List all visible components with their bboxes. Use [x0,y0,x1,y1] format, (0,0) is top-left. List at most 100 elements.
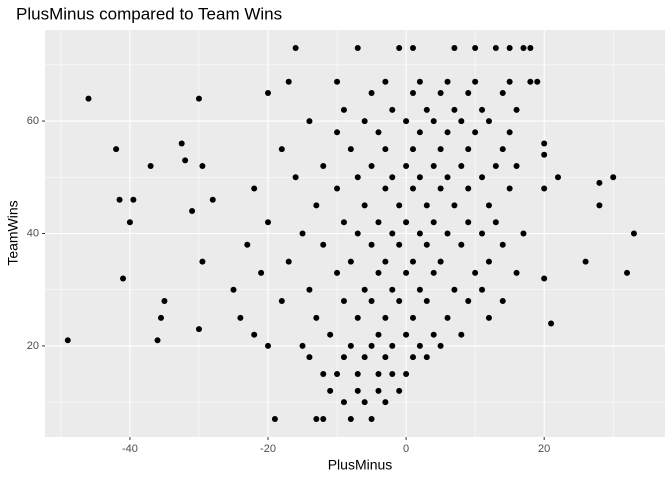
point [396,241,403,248]
point [251,185,258,192]
point [513,106,520,113]
point [347,416,354,423]
point [520,44,527,51]
y-tick-label: 20 [27,340,39,352]
point [499,89,506,96]
point [465,297,472,304]
point [199,258,206,265]
point [389,106,396,113]
point [437,258,444,265]
point [375,219,382,226]
point [451,44,458,51]
point [444,78,451,85]
point [396,297,403,304]
point [479,174,486,181]
point [230,286,237,293]
point [347,258,354,265]
point [299,230,306,237]
point [126,219,133,226]
point [389,230,396,237]
point [423,297,430,304]
point [361,286,368,293]
point [506,78,513,85]
point [416,286,423,293]
point [334,371,341,378]
point [444,174,451,181]
point [361,354,368,361]
point [423,106,430,113]
point [513,163,520,170]
point [409,258,416,265]
point [361,202,368,209]
point [354,371,361,378]
point [340,354,347,361]
point [354,314,361,321]
x-axis-label: PlusMinus [328,457,393,473]
point [409,146,416,153]
point [541,151,548,158]
point [354,174,361,181]
point [251,331,258,338]
point [479,230,486,237]
point [485,258,492,265]
point [265,342,272,349]
point [416,129,423,136]
point [313,202,320,209]
point [554,174,561,181]
point [465,185,472,192]
point [306,118,313,125]
x-tick-label: -20 [260,443,276,455]
point [382,354,389,361]
point [541,140,548,147]
point [368,297,375,304]
point [465,89,472,96]
point [430,331,437,338]
point [306,286,313,293]
point [354,44,361,51]
point [596,179,603,186]
point [320,416,327,423]
point [116,196,123,203]
point [375,129,382,136]
point [292,174,299,181]
point [340,106,347,113]
x-tick-label: 0 [403,443,409,455]
point [278,297,285,304]
point [423,354,430,361]
point [430,163,437,170]
point [403,331,410,338]
point [416,230,423,237]
point [541,275,548,282]
point [368,241,375,248]
point [520,230,527,237]
point [596,202,603,209]
point [354,387,361,394]
point [375,331,382,338]
point [492,163,499,170]
point [285,78,292,85]
point [472,129,479,136]
point [382,146,389,153]
point [630,230,637,237]
point [423,241,430,248]
point [506,185,513,192]
point [458,331,465,338]
point [444,314,451,321]
point [320,241,327,248]
point [492,44,499,51]
point [465,146,472,153]
point [451,202,458,209]
point [479,106,486,113]
point [506,44,513,51]
point [485,118,492,125]
point [327,387,334,394]
point [527,78,534,85]
point [195,95,202,102]
point [340,399,347,406]
point [382,78,389,85]
point [409,185,416,192]
point [396,44,403,51]
point [472,44,479,51]
